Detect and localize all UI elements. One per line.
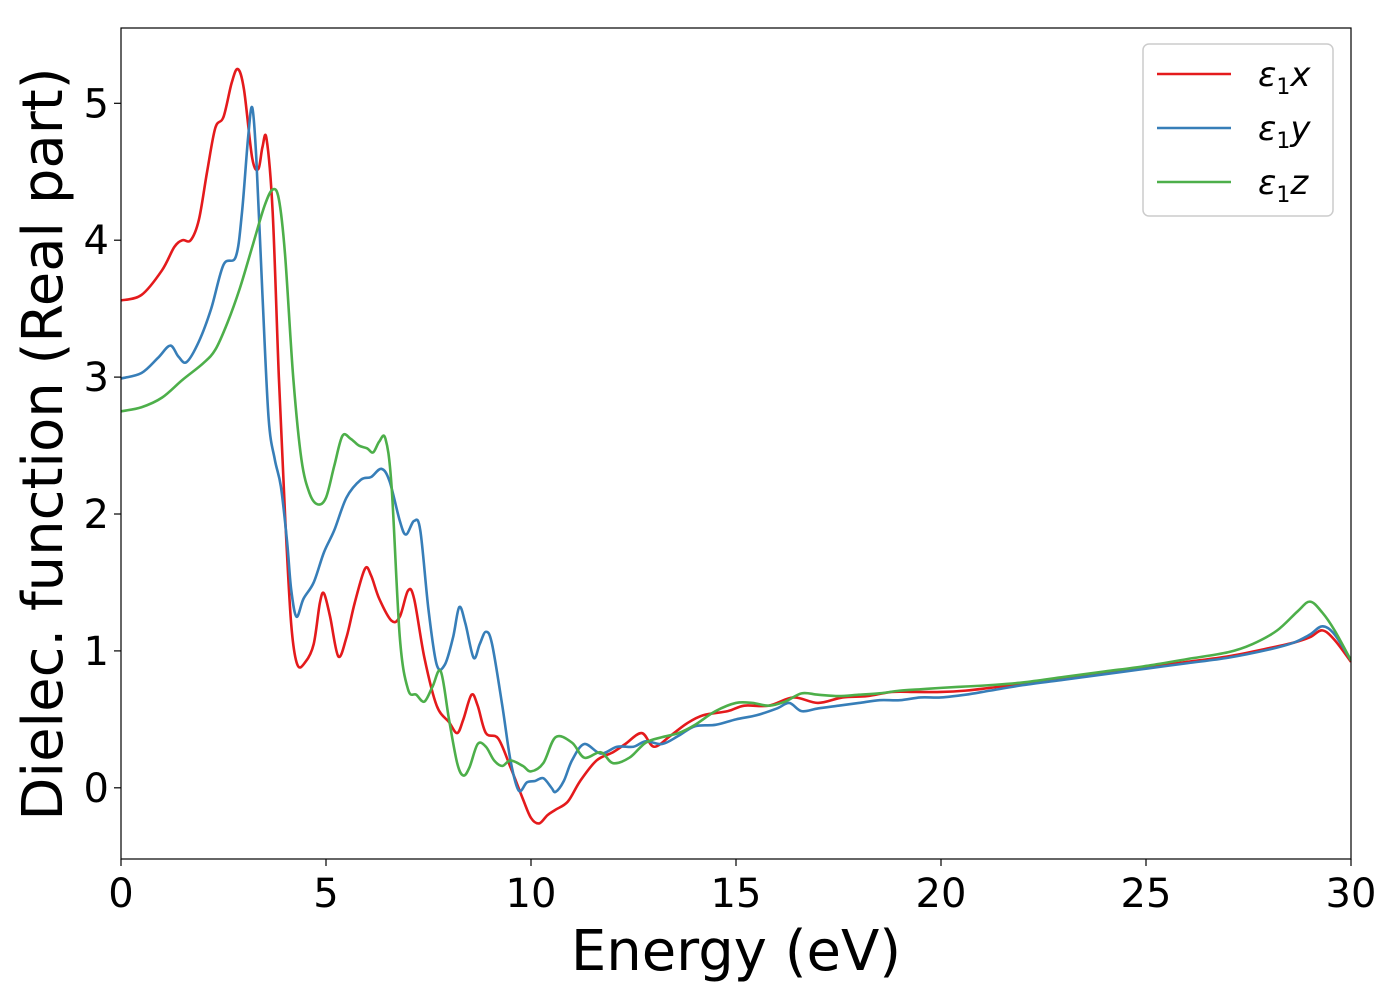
legend-label-y: ε1y bbox=[1258, 109, 1311, 154]
y-tick-label: 4 bbox=[84, 218, 109, 264]
series-line-x bbox=[121, 67, 1351, 825]
series-line-z bbox=[121, 187, 1351, 777]
x-tick-label: 30 bbox=[1326, 871, 1377, 917]
y-axis-label: Dielec. function (Real part) bbox=[11, 67, 76, 820]
series-lines bbox=[121, 67, 1351, 825]
legend-label-z: ε1z bbox=[1258, 163, 1309, 208]
x-tick-label: 20 bbox=[916, 871, 967, 917]
y-tick-label: 1 bbox=[84, 629, 109, 675]
legend: ε1x ε1y ε1z bbox=[1142, 43, 1334, 217]
y-tick-label: 2 bbox=[84, 492, 109, 538]
x-tick-label: 10 bbox=[506, 871, 557, 917]
legend-label-x: ε1x bbox=[1258, 55, 1311, 100]
y-tick-label: 0 bbox=[84, 766, 109, 812]
x-tick-label: 0 bbox=[108, 871, 133, 917]
x-axis-label: Energy (eV) bbox=[571, 919, 901, 984]
legend-frame bbox=[1142, 43, 1334, 217]
y-tick-label: 3 bbox=[84, 355, 109, 401]
axis-ticks: 0 5 10 15 20 25 30 0 1 2 3 4 5 bbox=[84, 81, 1377, 917]
x-tick-label: 25 bbox=[1121, 871, 1172, 917]
x-tick-label: 15 bbox=[711, 871, 762, 917]
y-tick-label: 5 bbox=[84, 81, 109, 127]
series-line-y bbox=[121, 105, 1351, 794]
x-tick-label: 5 bbox=[313, 871, 338, 917]
